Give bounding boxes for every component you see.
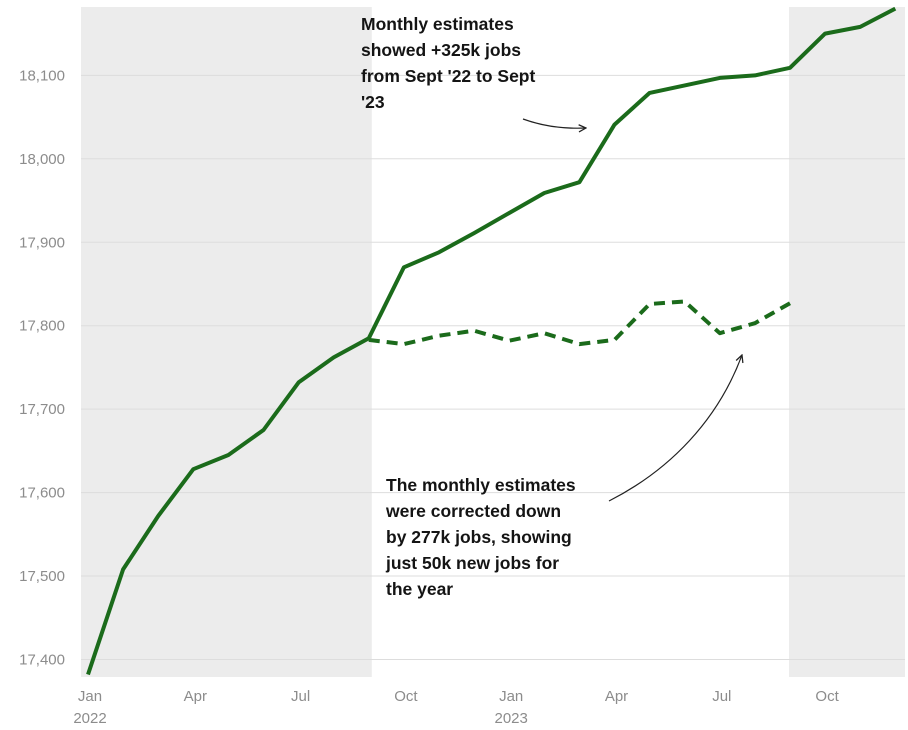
annotation-monthly-line-3: from Sept '22 to Sept: [361, 66, 535, 86]
annotation-arrow-up: [522, 118, 586, 128]
annotation-monthly-line-2: showed +325k jobs: [361, 40, 521, 60]
y-tick-label: 18,100: [19, 67, 65, 84]
annotation-corrected-line-5: the year: [386, 579, 453, 599]
x-tick-label: Apr: [605, 688, 628, 705]
y-tick-label: 17,600: [19, 485, 65, 502]
series-line-revised: [368, 299, 791, 347]
x-tick-label: Oct: [394, 688, 418, 705]
x-tick-label: Oct: [815, 688, 839, 705]
annotation-monthly-estimates: Monthly estimates showed +325k jobs from…: [361, 14, 540, 112]
x-tick-label: Jan: [78, 688, 102, 705]
annotation-corrected-line-4: just 50k new jobs for: [385, 553, 559, 573]
annotation-monthly-line-4: '23: [361, 92, 385, 112]
shaded-band-2: [789, 7, 905, 677]
series-line-monthly: [86, 6, 897, 676]
x-tick-year-label: 2023: [495, 710, 528, 727]
y-tick-label: 17,700: [19, 401, 65, 418]
y-tick-label: 17,900: [19, 234, 65, 251]
annotation-corrected: The monthly estimates were corrected dow…: [385, 475, 581, 599]
annotation-corrected-line-3: by 277k jobs, showing: [386, 527, 572, 547]
x-tick-label: Jul: [712, 688, 731, 705]
y-tick-label: 17,800: [19, 318, 65, 335]
annotation-monthly-line-1: Monthly estimates: [361, 14, 514, 34]
y-tick-label: 17,400: [19, 652, 65, 669]
annotation-corrected-line-2: were corrected down: [385, 501, 561, 521]
y-axis-labels: 17,400 17,500 17,600 17,700 17,800 17,900 18,0…: [19, 67, 65, 668]
x-tick-label: Jan: [499, 688, 523, 705]
y-tick-label: 17,500: [19, 568, 65, 585]
x-tick-label: Jul: [291, 688, 310, 705]
shaded-band-1: [81, 7, 372, 677]
x-tick-year-label: 2022: [73, 710, 106, 727]
shaded-bands: [81, 7, 905, 677]
x-tick-label: Apr: [184, 688, 207, 705]
annotation-arrow-down: [608, 355, 742, 502]
y-tick-label: 18,000: [19, 151, 65, 168]
annotation-corrected-line-1: The monthly estimates: [386, 475, 576, 495]
x-axis-labels: Jan 2022 Apr Jul Oct Jan 2023 Apr Jul Oct: [73, 688, 839, 727]
series-lines: [86, 6, 897, 676]
gridlines: [81, 74, 905, 660]
